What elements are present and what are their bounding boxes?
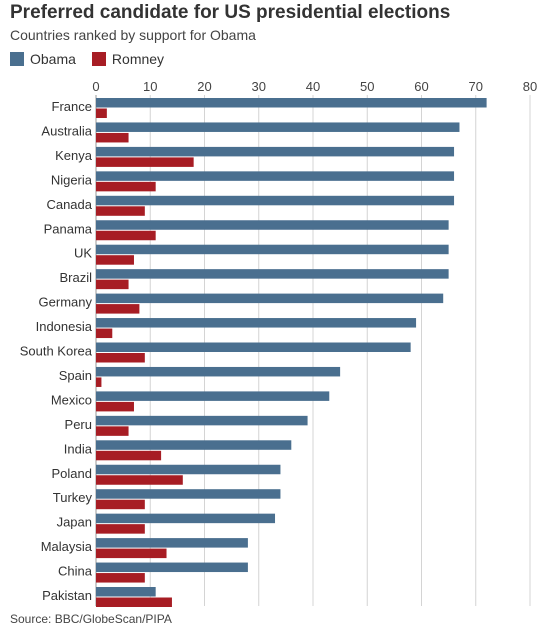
bar-obama xyxy=(96,122,460,132)
bar-obama xyxy=(96,342,411,352)
legend-swatch-romney xyxy=(91,52,106,66)
source-note: Source: BBC/GlobeScan/PIPA xyxy=(10,612,172,626)
category-label: Malaysia xyxy=(41,539,93,554)
bar-obama xyxy=(96,269,449,279)
bar-obama xyxy=(96,366,341,377)
bar-obama xyxy=(96,244,449,255)
chart-subtitle: Countries ranked by support for Obama xyxy=(10,27,256,43)
bar-romney xyxy=(96,573,145,583)
legend-swatch-obama xyxy=(10,52,24,66)
category-label: Spain xyxy=(59,368,92,383)
x-tick-label: 70 xyxy=(469,79,483,94)
bar-obama xyxy=(96,318,417,328)
bar-romney xyxy=(96,353,145,363)
category-label: Panama xyxy=(44,221,93,236)
bar-romney xyxy=(96,255,134,265)
x-tick-label: 10 xyxy=(143,79,157,94)
legend-label-romney: Romney xyxy=(111,51,165,67)
category-label: China xyxy=(58,564,93,579)
bar-obama xyxy=(96,195,455,206)
bar-romney xyxy=(96,548,167,559)
bar-romney xyxy=(96,524,145,534)
bar-romney xyxy=(96,230,156,241)
bar-romney xyxy=(96,279,129,290)
bar-romney xyxy=(96,597,172,607)
x-tick-label: 60 xyxy=(414,79,428,94)
bar-romney xyxy=(96,108,107,118)
category-label: Japan xyxy=(57,515,92,530)
bar-romney xyxy=(96,401,134,412)
x-tick-label: 20 xyxy=(197,79,211,94)
category-label: Turkey xyxy=(53,490,93,505)
category-label: Nigeria xyxy=(51,172,93,187)
bar-romney xyxy=(96,377,102,387)
bar-romney xyxy=(96,328,113,339)
bar-obama xyxy=(96,440,292,450)
x-tick-label: 80 xyxy=(523,79,537,94)
category-label: Poland xyxy=(52,466,92,481)
bar-obama xyxy=(96,415,308,426)
category-label: Pakistan xyxy=(42,588,92,603)
category-label: France xyxy=(52,99,92,114)
bar-chart: 0 10 20 30 40 50 60 70 80 France Australia Kenya Nig… xyxy=(20,79,537,607)
chart-title: Preferred candidate for US presidential … xyxy=(10,2,451,23)
bar-romney xyxy=(96,475,183,485)
bar-obama xyxy=(96,98,487,108)
category-label: Indonesia xyxy=(36,319,93,334)
x-tick-label: 30 xyxy=(252,79,266,94)
category-label: Brazil xyxy=(59,270,92,285)
legend-item-romney: Romney xyxy=(91,51,165,67)
category-label: Peru xyxy=(65,417,92,432)
bar-romney xyxy=(96,450,162,461)
bar-obama xyxy=(96,464,281,475)
bar-obama xyxy=(96,513,276,524)
legend: Obama Romney xyxy=(10,51,180,67)
bar-romney xyxy=(96,157,194,167)
bar-obama xyxy=(96,391,330,401)
bar-romney xyxy=(96,132,129,143)
category-label: UK xyxy=(74,246,92,261)
category-label: Germany xyxy=(39,295,93,310)
bar-obama xyxy=(96,146,455,157)
category-label: Canada xyxy=(46,197,92,212)
category-label: Australia xyxy=(41,123,92,138)
bar-romney xyxy=(96,181,156,192)
bar-obama xyxy=(96,220,449,230)
x-tick-label: 50 xyxy=(360,79,374,94)
bar-romney xyxy=(96,499,145,510)
legend-item-obama: Obama xyxy=(10,51,76,67)
bar-obama xyxy=(96,489,281,499)
category-label: Kenya xyxy=(55,148,93,163)
x-tick-label: 40 xyxy=(306,79,320,94)
bar-romney xyxy=(96,426,129,436)
bar-obama xyxy=(96,587,156,597)
bar-romney xyxy=(96,206,145,216)
category-label: South Korea xyxy=(20,344,93,359)
bar-obama xyxy=(96,562,248,573)
bar-romney xyxy=(96,304,140,314)
bar-obama xyxy=(96,293,444,304)
category-label: Mexico xyxy=(51,392,92,407)
x-tick-label: 0 xyxy=(92,79,99,94)
category-label: India xyxy=(64,441,93,456)
bar-obama xyxy=(96,538,248,548)
legend-label-obama: Obama xyxy=(30,51,76,67)
bar-obama xyxy=(96,171,455,181)
